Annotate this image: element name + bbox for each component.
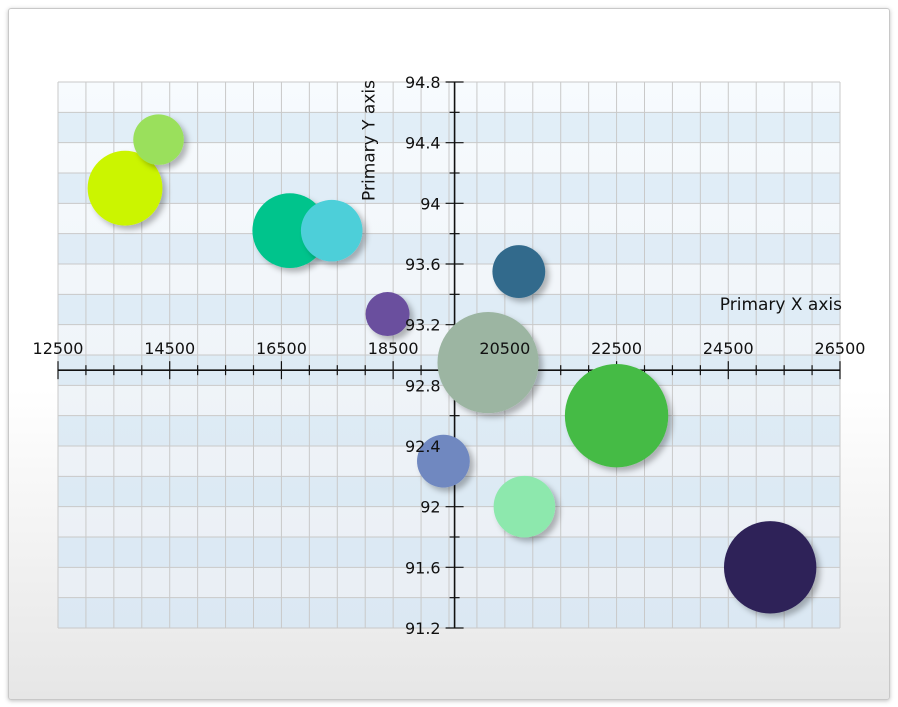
bubble [87,150,163,226]
y-tick-label: 94.8 [405,73,441,92]
y-tick-label: 91.6 [405,558,441,577]
tick-labels: 12500 14500 16500 18500 20500 22500 24500 26500… [33,73,866,638]
x-tick-label: 20500 [479,339,530,358]
bubble [365,292,410,337]
y-tick-label: 93.2 [405,316,441,335]
bubbles [87,114,817,614]
x-tick-label: 18500 [368,339,419,358]
y-tick-label: 94.4 [405,134,441,153]
y-tick-label: 92 [420,498,440,517]
x-tick-label: 22500 [591,339,642,358]
bubble [492,245,546,298]
bubble [417,434,470,488]
x-tick-label: 16500 [256,339,307,358]
y-tick-label: 93.6 [405,255,441,274]
x-axis-title: Primary X axis [720,295,842,315]
y-tick-label: 94 [420,194,440,213]
y-tick-label: 91.2 [405,619,441,638]
bubble [723,521,817,614]
x-tick-label: 24500 [703,339,754,358]
x-tick-label: 12500 [33,339,84,358]
bubble [437,311,539,414]
y-tick-label: 92.4 [405,437,441,456]
bubble [300,199,363,262]
bubble [133,114,184,165]
y-tick-label: 92.8 [405,376,441,395]
y-axis-title: Primary Y axis [360,80,380,201]
bubble [564,363,669,468]
bubble [493,475,556,538]
x-tick-label: 14500 [144,339,195,358]
x-tick-label: 26500 [815,339,866,358]
